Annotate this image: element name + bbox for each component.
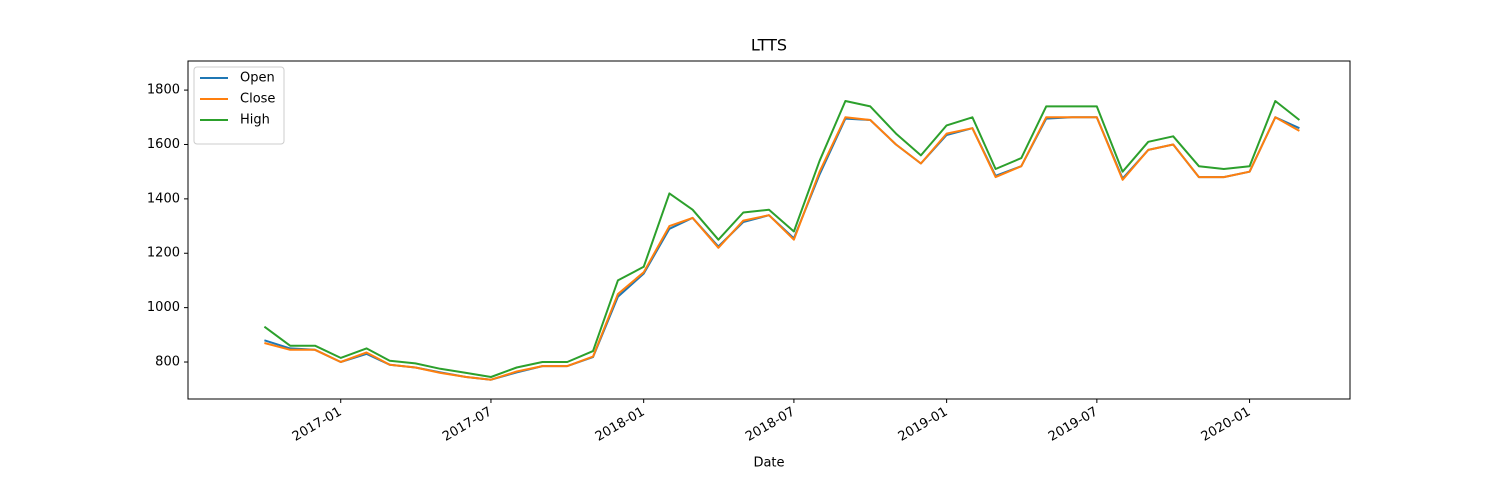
legend-label: High <box>240 113 270 128</box>
series-line <box>264 116 1300 381</box>
x-axis-label: Date <box>753 456 784 471</box>
legend-label: Open <box>240 71 275 86</box>
x-tick-label: 2020-01 <box>1199 405 1254 445</box>
y-tick-label: 800 <box>155 355 180 370</box>
x-tick-label: 2018-07 <box>743 405 798 445</box>
y-tick-label: 1800 <box>147 83 180 98</box>
x-tick-label: 2019-07 <box>1046 405 1101 445</box>
x-tick-label: 2017-07 <box>440 405 495 445</box>
x-tick-label: 2017-01 <box>290 405 345 445</box>
y-tick-label: 1000 <box>147 300 180 315</box>
y-tick-label: 1400 <box>147 191 180 206</box>
chart-title: LTTS <box>751 36 787 55</box>
legend-label: Close <box>240 92 275 107</box>
legend-box <box>193 66 285 145</box>
x-tick-label: 2019-01 <box>896 405 951 445</box>
series-line <box>264 116 1300 381</box>
y-tick-label: 1600 <box>147 137 180 152</box>
x-tick-label: 2018-01 <box>593 405 648 445</box>
y-tick-label: 1200 <box>147 246 180 261</box>
series-line <box>263 100 1301 378</box>
plot-frame <box>187 60 1351 400</box>
